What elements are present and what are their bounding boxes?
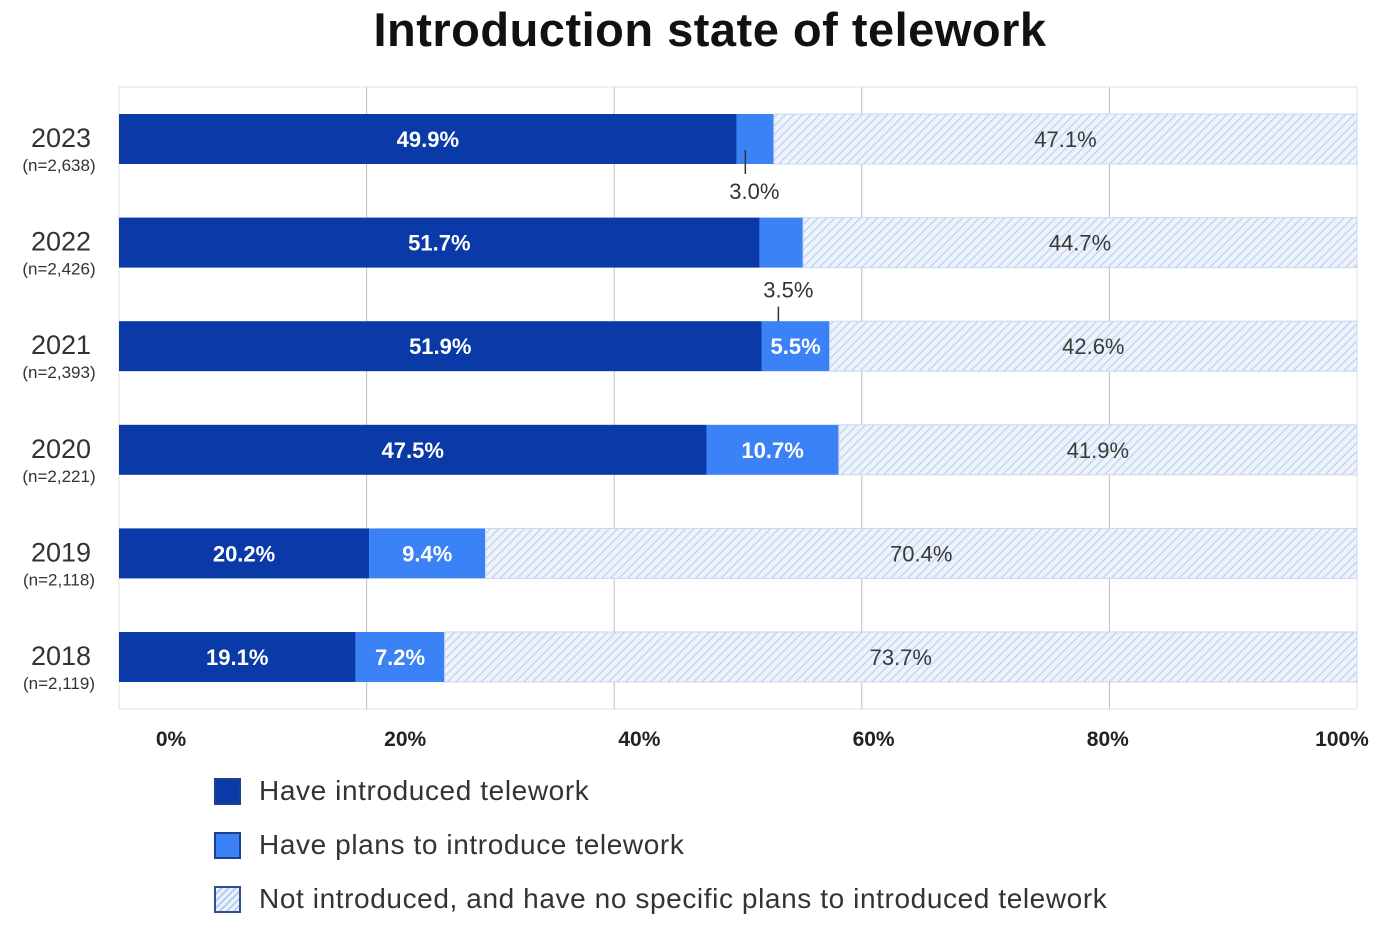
bar-introduced: [119, 114, 737, 164]
x-tick-label: 60%: [853, 728, 895, 751]
value-label-introduced: 51.9%: [409, 334, 471, 359]
value-label-not-introduced: 41.9%: [1067, 438, 1129, 463]
year-label: 2020: [31, 434, 91, 464]
value-label-plans: 9.4%: [402, 541, 452, 566]
bar-introduced: [119, 528, 370, 579]
value-label-not-introduced: 47.1%: [1034, 127, 1096, 152]
value-label-plans: 3.5%: [763, 278, 813, 303]
value-label-plans: 5.5%: [770, 334, 820, 359]
sample-size-label: (n=2,118): [23, 570, 95, 589]
sample-size-label: (n=2,119): [23, 674, 95, 693]
bar-plans: [706, 424, 839, 475]
legend-item-plans: Have plans to introduce telework: [214, 818, 1107, 872]
value-label-introduced: 20.2%: [213, 541, 275, 566]
legend-swatch-not-introduced: [214, 885, 241, 913]
x-tick-label: 20%: [384, 728, 426, 751]
legend-swatch-plans: [214, 831, 241, 859]
stacked-bar-chart: 0% 20% 40% 60% 80% 100% 2023 (n=2,638) 49.9% 3.0%…: [22, 86, 1369, 751]
value-label-introduced: 19.1%: [206, 645, 268, 670]
legend-label-introduced: Have introduced telework: [259, 775, 590, 806]
bar-introduced: [119, 424, 707, 475]
year-label: 2023: [31, 123, 91, 153]
sample-size-label: (n=2,638): [22, 156, 95, 175]
year-label: 2018: [31, 641, 91, 671]
sample-size-label: (n=2,221): [22, 467, 95, 486]
value-label-plans: 10.7%: [741, 438, 803, 463]
bar-not-introduced: [773, 113, 1358, 165]
bar-plans: [369, 528, 486, 579]
plot-area: [118, 86, 1358, 710]
bar-plans: [355, 632, 445, 682]
value-label-plans: 3.0%: [729, 179, 779, 204]
x-tick-label: 0%: [156, 728, 187, 751]
value-label-introduced: 47.5%: [382, 438, 444, 463]
year-label: 2021: [31, 330, 91, 360]
bar-not-introduced: [484, 527, 1358, 579]
x-tick-label: 40%: [618, 728, 660, 751]
bar-introduced: [119, 321, 762, 372]
value-label-plans: 7.2%: [375, 645, 425, 670]
year-label: 2022: [31, 227, 91, 257]
legend-label-not-introduced: Not introduced, and have no specific pla…: [259, 883, 1108, 914]
value-label-not-introduced: 42.6%: [1062, 334, 1124, 359]
bar-introduced: [119, 632, 356, 682]
value-label-not-introduced: 73.7%: [870, 645, 932, 670]
bar-not-introduced: [838, 424, 1358, 476]
legend-item-not-introduced: Not introduced, and have no specific pla…: [214, 872, 1107, 926]
legend-swatch-introduced: [214, 777, 241, 805]
bar-not-introduced: [829, 320, 1358, 372]
bar-plans: [736, 114, 774, 164]
x-tick-label: 80%: [1087, 728, 1129, 751]
value-label-introduced: 51.7%: [408, 231, 470, 256]
value-label-not-introduced: 44.7%: [1049, 231, 1111, 256]
year-label: 2019: [31, 537, 91, 567]
bar-not-introduced: [444, 631, 1358, 683]
legend-label-plans: Have plans to introduce telework: [259, 829, 685, 860]
x-tick-label: 100%: [1315, 728, 1369, 751]
legend: Have introduced telework Have plans to i…: [214, 764, 1107, 926]
bar-not-introduced: [802, 217, 1358, 269]
value-label-not-introduced: 70.4%: [890, 541, 952, 566]
sample-size-label: (n=2,393): [22, 363, 95, 382]
legend-item-introduced: Have introduced telework: [214, 764, 1107, 818]
chart-title: Introduction state of telework: [373, 3, 1047, 56]
value-label-introduced: 49.9%: [397, 127, 459, 152]
bar-plans: [759, 217, 804, 268]
bar-introduced: [119, 217, 760, 268]
bar-plans: [761, 321, 830, 372]
sample-size-label: (n=2,426): [22, 260, 95, 279]
